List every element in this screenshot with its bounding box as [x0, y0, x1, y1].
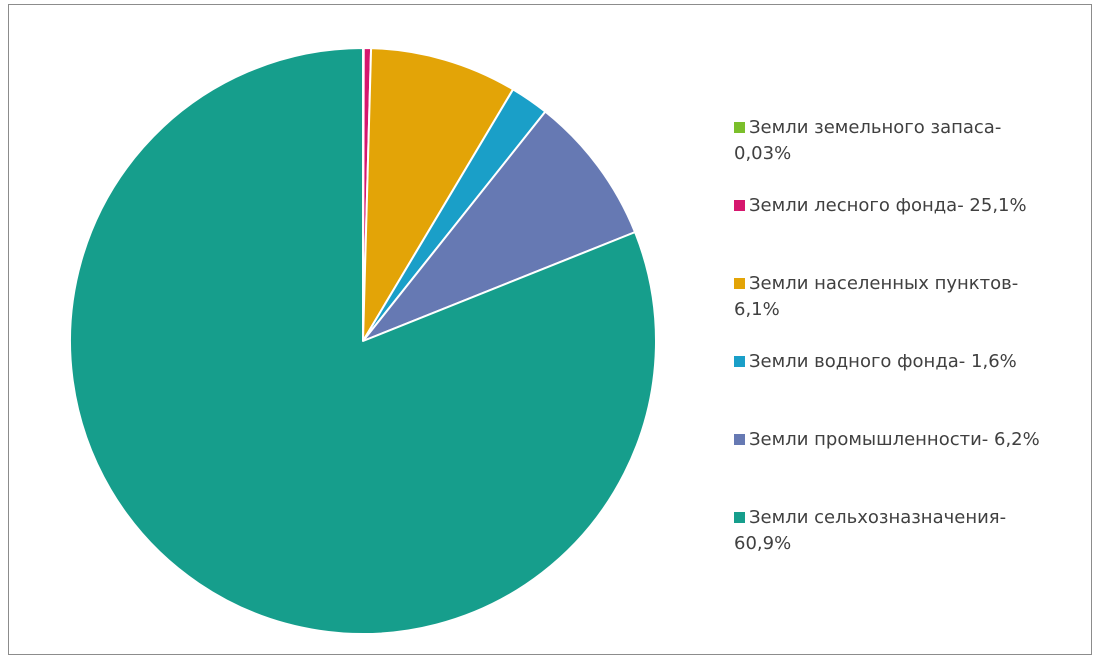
legend-label: Земли населенных пунктов- — [749, 273, 1019, 294]
legend-label-line: Земли земельного запаса- — [734, 115, 1086, 141]
pie-slice-6 — [69, 47, 657, 635]
legend-item-3: Земли населенных пунктов- 6,1% — [734, 271, 1086, 323]
legend-label-line: 60,9% — [734, 531, 1086, 557]
legend-label-line: Земли водного фонда- 1,6% — [734, 349, 1086, 375]
legend-label: Земли промышленности- 6,2% — [749, 429, 1040, 450]
legend-label: Земли водного фонда- 1,6% — [749, 351, 1017, 372]
legend-label-line: Земли населенных пунктов- — [734, 271, 1086, 297]
legend-swatch — [734, 356, 745, 367]
legend-swatch — [734, 200, 745, 211]
legend-item-6: Земли сельхозназначения- 60,9% — [734, 505, 1086, 557]
legend-label: Земли сельхозназначения- — [749, 507, 1007, 528]
legend-item-5: Земли промышленности- 6,2% — [734, 427, 1086, 453]
legend-label: 0,03% — [734, 143, 792, 164]
legend-swatch — [734, 122, 745, 133]
legend-swatch — [734, 278, 745, 289]
pie-slice-5 — [362, 110, 637, 342]
legend-item-4: Земли водного фонда- 1,6% — [734, 349, 1086, 375]
legend-label: Земли земельного запаса- — [749, 117, 1002, 138]
legend-label: 60,9% — [734, 533, 792, 554]
legend-label-line: Земли лесного фонда- 25,1% — [734, 193, 1086, 219]
legend-item-2: Земли лесного фонда- 25,1% — [734, 193, 1086, 219]
pie-chart — [69, 46, 657, 635]
legend-swatch — [734, 512, 745, 523]
legend-label: 6,1% — [734, 299, 780, 320]
chart-legend: Земли земельного запаса- 0,03% Земли лесно… — [734, 5, 1091, 654]
legend-label-line: 0,03% — [734, 141, 1086, 167]
legend-label-line: 6,1% — [734, 297, 1086, 323]
legend-swatch — [734, 434, 745, 445]
legend-item-1: Земли земельного запаса- 0,03% — [734, 115, 1086, 167]
legend-label: Земли лесного фонда- 25,1% — [749, 195, 1027, 216]
legend-label-line: Земли сельхозназначения- — [734, 505, 1086, 531]
legend-label-line: Земли промышленности- 6,2% — [734, 427, 1086, 453]
pie-slice-3 — [362, 47, 515, 342]
chart-frame: Земли земельного запаса- 0,03% Земли лесно… — [8, 4, 1092, 655]
